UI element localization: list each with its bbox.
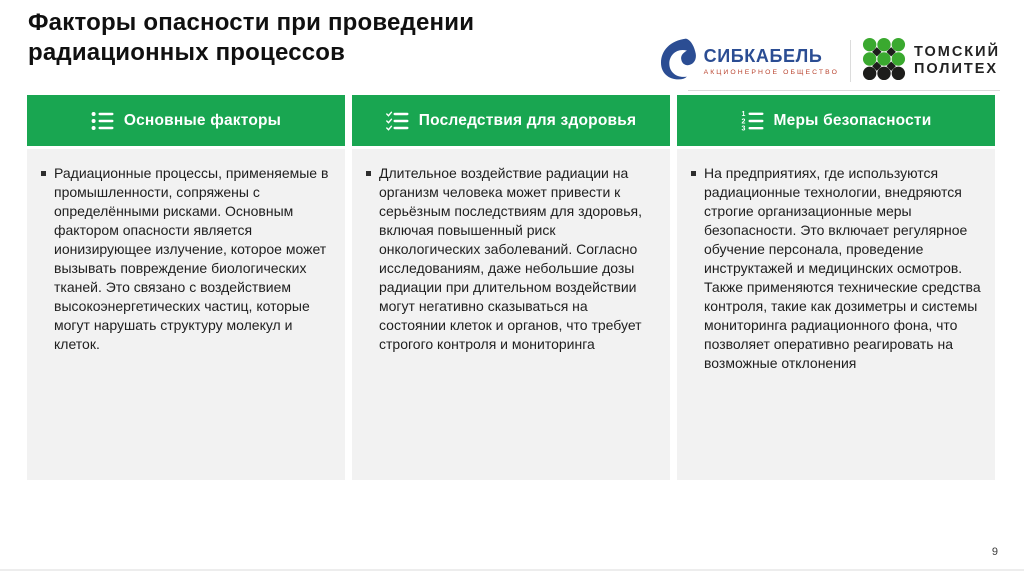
column-body-text: На предприятиях, где используются радиац…: [704, 165, 981, 371]
numbered-list-icon: 1 2 3: [741, 110, 764, 132]
column-body-text: Длительное воздействие радиации на орган…: [379, 165, 642, 352]
sibkabel-swoosh-icon: [660, 38, 698, 85]
page-title: Факторы опасности при проведении радиаци…: [28, 9, 475, 66]
tomsk-polytech-emblem-icon: [862, 37, 906, 86]
bullet-square-icon: [691, 171, 696, 176]
tpu-wordmark-line2: ПОЛИТЕХ: [913, 61, 999, 77]
column-header-safety-measures: 1 2 3 Меры безопасности: [677, 95, 995, 146]
column-main-factors: Основные факторы Радиационные процессы, …: [27, 95, 345, 480]
column-header-label: Последствия для здоровья: [418, 111, 637, 129]
column-body-text: Радиационные процессы, применяемые в про…: [54, 165, 329, 352]
columns: Основные факторы Радиационные процессы, …: [27, 95, 995, 480]
column-body-safety-measures: На предприятиях, где используются радиац…: [677, 149, 995, 480]
sibkabel-text: СИБКАБЕЛЬ АКЦИОНЕРНОЕ ОБЩЕСТВО: [704, 46, 839, 76]
logos-underline: [688, 90, 1000, 91]
sibkabel-subtitle: АКЦИОНЕРНОЕ ОБЩЕСТВО: [703, 69, 839, 76]
logos: СИБКАБЕЛЬ АКЦИОНЕРНОЕ ОБЩЕСТВО: [660, 36, 1000, 86]
bullet-list-icon: [91, 111, 114, 131]
sibkabel-wordmark: СИБКАБЕЛЬ: [703, 46, 823, 66]
check-list-icon: [385, 111, 409, 131]
logo-divider: [849, 40, 851, 82]
column-header-health-consequences: Последствия для здоровья: [352, 95, 670, 146]
column-header-label: Основные факторы: [123, 111, 282, 129]
column-body-main-factors: Радиационные процессы, применяемые в про…: [27, 149, 345, 480]
bullet-square-icon: [366, 171, 371, 176]
tpu-wordmark-line1: ТОМСКИЙ: [913, 44, 1000, 60]
column-health-consequences: Последствия для здоровья Длительное возд…: [352, 95, 670, 480]
tomsk-polytech-logo: ТОМСКИЙ ПОЛИТЕХ: [862, 37, 1000, 86]
footer-divider: [0, 569, 1024, 571]
column-safety-measures: 1 2 3 Меры безопасности На предприятиях,…: [677, 95, 995, 480]
svg-text:2: 2: [741, 118, 745, 125]
sibkabel-logo: СИБКАБЕЛЬ АКЦИОНЕРНОЕ ОБЩЕСТВО: [660, 38, 839, 85]
bullet-square-icon: [41, 171, 46, 176]
tomsk-polytech-text: ТОМСКИЙ ПОЛИТЕХ: [914, 44, 1000, 78]
svg-text:1: 1: [741, 111, 745, 118]
svg-text:3: 3: [741, 125, 745, 131]
page-number: 9: [991, 546, 998, 558]
column-header-label: Меры безопасности: [773, 111, 932, 129]
column-header-main-factors: Основные факторы: [27, 95, 345, 146]
column-body-health-consequences: Длительное воздействие радиации на орган…: [352, 149, 670, 480]
